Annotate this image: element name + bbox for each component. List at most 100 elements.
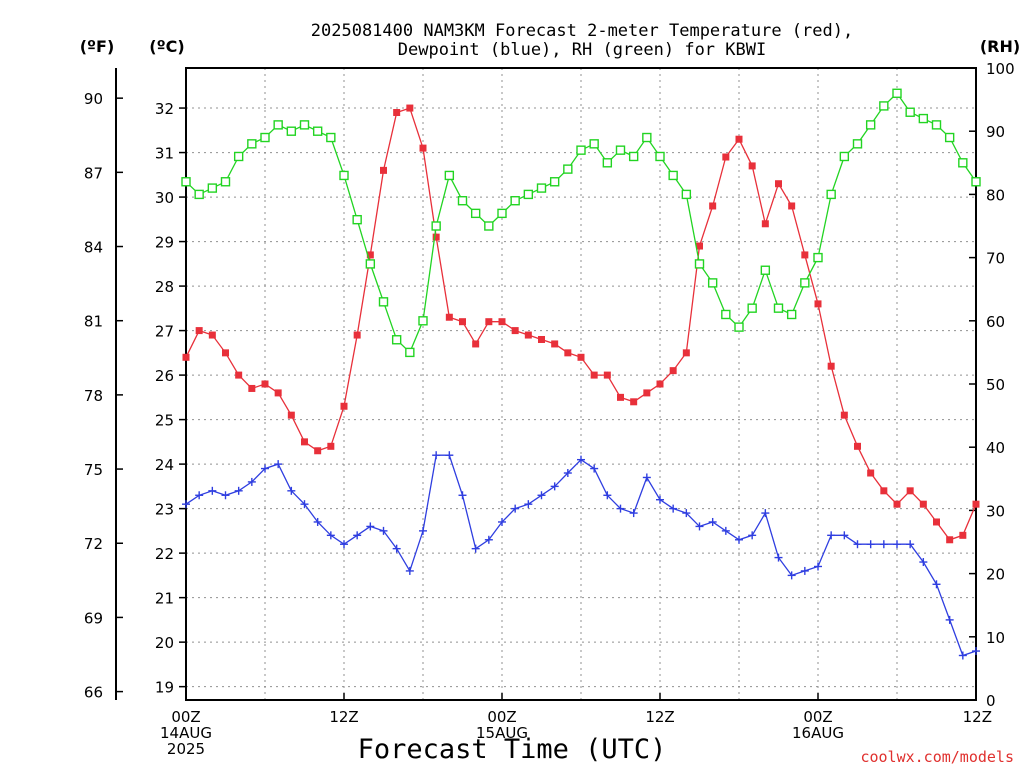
data-point-marker [800, 566, 809, 575]
data-point-marker [879, 101, 889, 111]
x-tick-label: 2025 [167, 740, 205, 758]
series-layer [181, 88, 981, 660]
data-point-marker [735, 535, 743, 544]
celsius-tick-label: 22 [155, 545, 174, 563]
data-point-marker [406, 104, 414, 112]
data-point-marker [590, 464, 599, 473]
celsius-tick-label: 29 [155, 234, 174, 252]
fahrenheit-tick-label: 84 [84, 239, 103, 257]
data-point-marker [946, 536, 954, 544]
data-point-marker [300, 500, 309, 509]
data-point-marker [853, 540, 862, 549]
data-point-marker [932, 580, 941, 589]
x-tick-label: 12Z [645, 708, 674, 726]
data-point-marker [814, 300, 822, 308]
data-point-marker [247, 139, 257, 149]
x-tick-label: 12Z [963, 708, 992, 726]
data-point-marker [472, 340, 480, 348]
data-point-marker [642, 473, 651, 482]
x-tick-label: 12Z [329, 708, 358, 726]
data-point-marker [721, 309, 731, 320]
chart-title-line-2: Dewpoint (blue), RH (green) for KBWI [398, 40, 766, 60]
data-point-marker [919, 500, 927, 508]
data-point-marker [735, 135, 743, 143]
data-point-marker [498, 318, 506, 326]
fahrenheit-tick-label: 66 [84, 684, 103, 702]
data-point-marker [748, 162, 756, 170]
rh-tick-label: 10 [986, 629, 1005, 647]
data-point-marker [287, 411, 295, 419]
data-point-marker [577, 353, 585, 361]
credit-text: coolwx.com/models [860, 748, 1014, 766]
fahrenheit-tick-label: 72 [84, 535, 103, 553]
data-point-marker [301, 438, 308, 446]
data-point-marker [972, 647, 980, 656]
data-point-marker [299, 120, 310, 130]
data-point-marker [497, 208, 507, 219]
chart-axes: 19 20 21 22 23 24 25 26 27 28 29 30 31 32 66 69 72 75 78 81… [84, 60, 1015, 758]
data-point-marker [721, 526, 730, 535]
data-point-marker [353, 331, 361, 339]
data-point-marker [958, 651, 967, 660]
data-point-marker [432, 451, 441, 460]
data-point-marker [563, 469, 572, 478]
data-point-marker [708, 517, 717, 526]
data-point-marker [656, 495, 664, 504]
celsius-tick-label: 19 [155, 679, 174, 697]
rh-tick-label: 90 [986, 123, 1005, 141]
data-point-marker [576, 145, 586, 155]
rh-tick-label: 100 [986, 60, 1015, 78]
x-tick-label: 00Z [487, 708, 516, 726]
data-point-marker [642, 132, 652, 143]
data-point-marker [813, 252, 823, 263]
data-point-marker [287, 486, 296, 495]
data-point-marker [498, 517, 506, 526]
data-point-marker [195, 491, 204, 500]
data-point-marker [958, 158, 968, 168]
x-tick-label: 00Z [803, 708, 832, 726]
celsius-tick-label: 23 [155, 501, 174, 519]
data-point-marker [933, 518, 940, 526]
fahrenheit-tick-label: 75 [84, 461, 103, 479]
data-point-marker [918, 113, 929, 124]
data-point-marker [248, 384, 256, 392]
data-point-marker [669, 367, 677, 375]
data-point-marker [774, 553, 783, 562]
data-point-marker [919, 558, 928, 567]
data-point-marker [391, 335, 402, 345]
data-point-marker [840, 531, 849, 540]
data-point-marker [485, 318, 493, 326]
data-point-marker [787, 571, 796, 580]
data-point-marker [563, 164, 573, 174]
celsius-unit-label: (ºC) [149, 37, 184, 56]
data-point-marker [273, 120, 283, 130]
data-point-marker [432, 233, 440, 241]
data-point-marker [616, 504, 625, 513]
data-point-marker [603, 491, 612, 500]
data-point-marker [431, 221, 441, 231]
data-point-marker [208, 331, 216, 339]
data-point-marker [722, 153, 730, 161]
rh-tick-label: 40 [986, 439, 1005, 457]
data-point-marker [444, 170, 455, 181]
series-line [185, 92, 977, 354]
rh-tick-label: 70 [986, 250, 1005, 268]
data-point-marker [524, 500, 533, 509]
celsius-tick-label: 30 [155, 189, 174, 207]
data-point-marker [773, 303, 784, 313]
data-point-marker [866, 540, 875, 549]
data-point-marker [880, 487, 888, 495]
data-point-marker [327, 442, 335, 450]
data-point-marker [629, 509, 638, 518]
data-point-marker [510, 196, 520, 206]
data-point-marker [775, 180, 782, 188]
data-point-marker [892, 88, 902, 98]
data-point-marker [340, 540, 348, 549]
data-point-marker [484, 221, 494, 231]
data-point-marker [326, 132, 336, 143]
data-point-marker [405, 566, 414, 575]
data-point-marker [906, 487, 914, 495]
rh-tick-label: 0 [986, 692, 996, 710]
data-point-marker [800, 278, 810, 288]
data-point-marker [696, 242, 703, 250]
